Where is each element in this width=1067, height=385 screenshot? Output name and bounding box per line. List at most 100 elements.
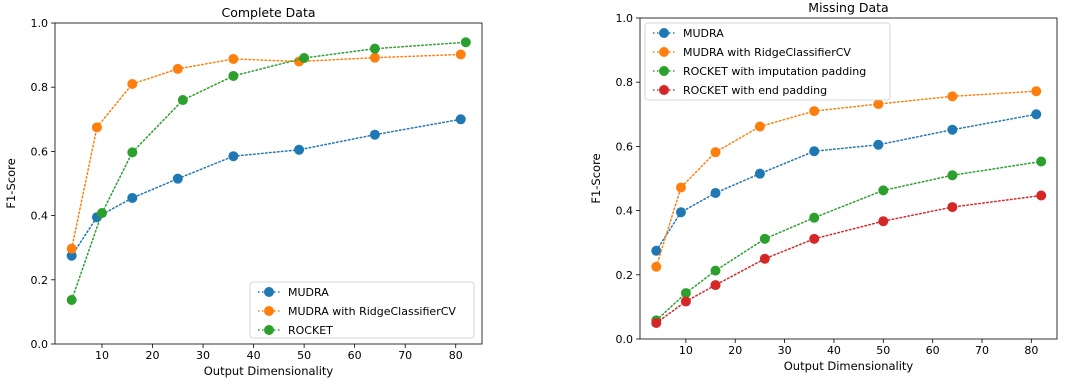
data-point-mudra-with-ridgeclassifiercv bbox=[675, 182, 686, 193]
data-point-mudra-with-ridgeclassifiercv bbox=[127, 78, 138, 89]
legend-label: ROCKET with end padding bbox=[683, 84, 827, 97]
legend-label: MUDRA with RidgeClassifierCV bbox=[288, 305, 456, 318]
data-point-rocket-with-end-padding bbox=[947, 202, 958, 213]
legend-label: MUDRA with RidgeClassifierCV bbox=[683, 46, 851, 59]
data-point-mudra bbox=[294, 144, 305, 155]
data-point-mudra bbox=[172, 173, 183, 184]
data-point-mudra-with-ridgeclassifiercv bbox=[455, 49, 466, 60]
data-point-mudra bbox=[809, 146, 820, 157]
data-point-mudra-with-ridgeclassifiercv bbox=[710, 147, 721, 158]
y-tick-label: 0.0 bbox=[31, 338, 49, 351]
legend-label: ROCKET with imputation padding bbox=[683, 65, 866, 78]
data-point-rocket-with-imputation-padding bbox=[710, 265, 721, 276]
x-tick-label: 40 bbox=[247, 349, 261, 362]
legend-marker bbox=[659, 85, 669, 95]
data-point-rocket-with-imputation-padding bbox=[759, 233, 770, 244]
legend-marker bbox=[659, 66, 669, 76]
x-tick-label: 60 bbox=[926, 344, 940, 357]
x-tick-label: 80 bbox=[449, 349, 463, 362]
series-line-rocket bbox=[70, 41, 467, 301]
series-line-rocket-with-imputation-padding bbox=[655, 160, 1042, 322]
data-point-mudra-with-ridgeclassifiercv bbox=[809, 106, 820, 117]
data-point-mudra bbox=[675, 207, 686, 218]
legend-label: ROCKET bbox=[288, 324, 333, 337]
data-point-mudra-with-ridgeclassifiercv bbox=[228, 53, 239, 64]
data-point-mudra-with-ridgeclassifiercv bbox=[369, 52, 380, 63]
x-tick-label: 20 bbox=[146, 349, 160, 362]
legend: MUDRA MUDRA with RidgeClassifierCV ROCKET bbox=[249, 281, 475, 339]
data-point-mudra-with-ridgeclassifiercv bbox=[91, 122, 102, 133]
y-axis-label: F1-Score bbox=[4, 158, 18, 208]
data-point-rocket-with-end-padding bbox=[1036, 190, 1047, 201]
data-point-rocket bbox=[228, 70, 239, 81]
data-point-mudra bbox=[651, 245, 662, 256]
x-tick-label: 60 bbox=[348, 349, 362, 362]
legend-label: MUDRA bbox=[683, 27, 724, 40]
chart-title: Missing Data bbox=[808, 0, 888, 15]
data-point-mudra bbox=[369, 129, 380, 140]
series-line-mudra bbox=[655, 113, 1038, 252]
y-tick-label: 0.4 bbox=[616, 205, 634, 218]
data-point-mudra bbox=[127, 192, 138, 203]
data-point-rocket-with-imputation-padding bbox=[809, 212, 820, 223]
x-tick-label: 40 bbox=[827, 344, 841, 357]
plot-frame bbox=[639, 17, 1058, 340]
legend-box bbox=[249, 281, 475, 339]
chart-missing-data: 10 20 30 40 50 60 70 80 0.0 0.2 0.4 0.6 0.8 1.0 Missin… bbox=[589, 0, 1058, 373]
data-point-rocket bbox=[460, 37, 471, 48]
y-tick-label: 0.8 bbox=[616, 76, 634, 89]
x-tick-label: 70 bbox=[398, 349, 412, 362]
data-point-mudra bbox=[947, 124, 958, 135]
legend-marker bbox=[264, 325, 274, 335]
x-axis-label: Output Dimensionality bbox=[784, 359, 914, 373]
y-axis-label: F1-Score bbox=[589, 153, 603, 203]
data-point-mudra bbox=[455, 114, 466, 125]
y-tick-label: 0.0 bbox=[616, 333, 634, 346]
x-tick-label: 80 bbox=[1024, 344, 1038, 357]
x-tick-label: 50 bbox=[876, 344, 890, 357]
x-tick-label: 30 bbox=[778, 344, 792, 357]
data-point-rocket bbox=[66, 295, 77, 306]
data-point-mudra-with-ridgeclassifiercv bbox=[172, 63, 183, 74]
data-point-mudra bbox=[66, 250, 77, 261]
y-tick-label: 1.0 bbox=[31, 17, 49, 30]
data-point-rocket-with-end-padding bbox=[710, 280, 721, 291]
y-tick-label: 0.6 bbox=[31, 145, 49, 158]
data-point-rocket-with-imputation-padding bbox=[947, 170, 958, 181]
series-line-mudra-with-ridgeclassifiercv bbox=[655, 90, 1038, 268]
data-point-rocket-with-end-padding bbox=[809, 233, 820, 244]
data-point-rocket-with-end-padding bbox=[680, 296, 691, 307]
data-point-rocket-with-end-padding bbox=[759, 253, 770, 264]
x-tick-label: 50 bbox=[297, 349, 311, 362]
series-line-mudra bbox=[70, 118, 462, 257]
data-point-rocket bbox=[369, 43, 380, 54]
y-tick-label: 1.0 bbox=[616, 12, 634, 25]
data-point-rocket-with-end-padding bbox=[651, 317, 662, 328]
x-tick-label: 30 bbox=[196, 349, 210, 362]
series-line-rocket-with-end-padding bbox=[655, 194, 1042, 324]
plot-frame bbox=[54, 22, 483, 345]
chart-complete-data: 10 20 30 40 50 60 70 80 0.0 0.2 0.4 0.6 0.8 1.0 Comple… bbox=[4, 5, 483, 378]
data-point-mudra-with-ridgeclassifiercv bbox=[873, 99, 884, 110]
legend: MUDRA MUDRA with RidgeClassifierCV ROCKET … bbox=[644, 22, 891, 101]
data-point-mudra bbox=[710, 187, 721, 198]
data-point-mudra bbox=[228, 151, 239, 162]
series-line-mudra-with-ridgeclassifiercv bbox=[70, 53, 462, 250]
y-tick-label: 0.6 bbox=[616, 140, 634, 153]
x-axis-label: Output Dimensionality bbox=[204, 364, 334, 378]
legend-box bbox=[644, 22, 891, 101]
x-tick-label: 20 bbox=[728, 344, 742, 357]
y-tick-label: 0.8 bbox=[31, 81, 49, 94]
legend-label: MUDRA bbox=[288, 286, 329, 299]
data-point-rocket bbox=[96, 208, 107, 219]
legend-marker bbox=[264, 287, 274, 297]
x-tick-label: 10 bbox=[679, 344, 693, 357]
data-point-mudra bbox=[754, 168, 765, 179]
y-tick-label: 0.2 bbox=[31, 274, 49, 287]
x-tick-label: 10 bbox=[95, 349, 109, 362]
data-point-mudra-with-ridgeclassifiercv bbox=[947, 91, 958, 102]
data-point-mudra-with-ridgeclassifiercv bbox=[1031, 86, 1042, 97]
legend-marker bbox=[659, 47, 669, 57]
legend-marker bbox=[659, 28, 669, 38]
